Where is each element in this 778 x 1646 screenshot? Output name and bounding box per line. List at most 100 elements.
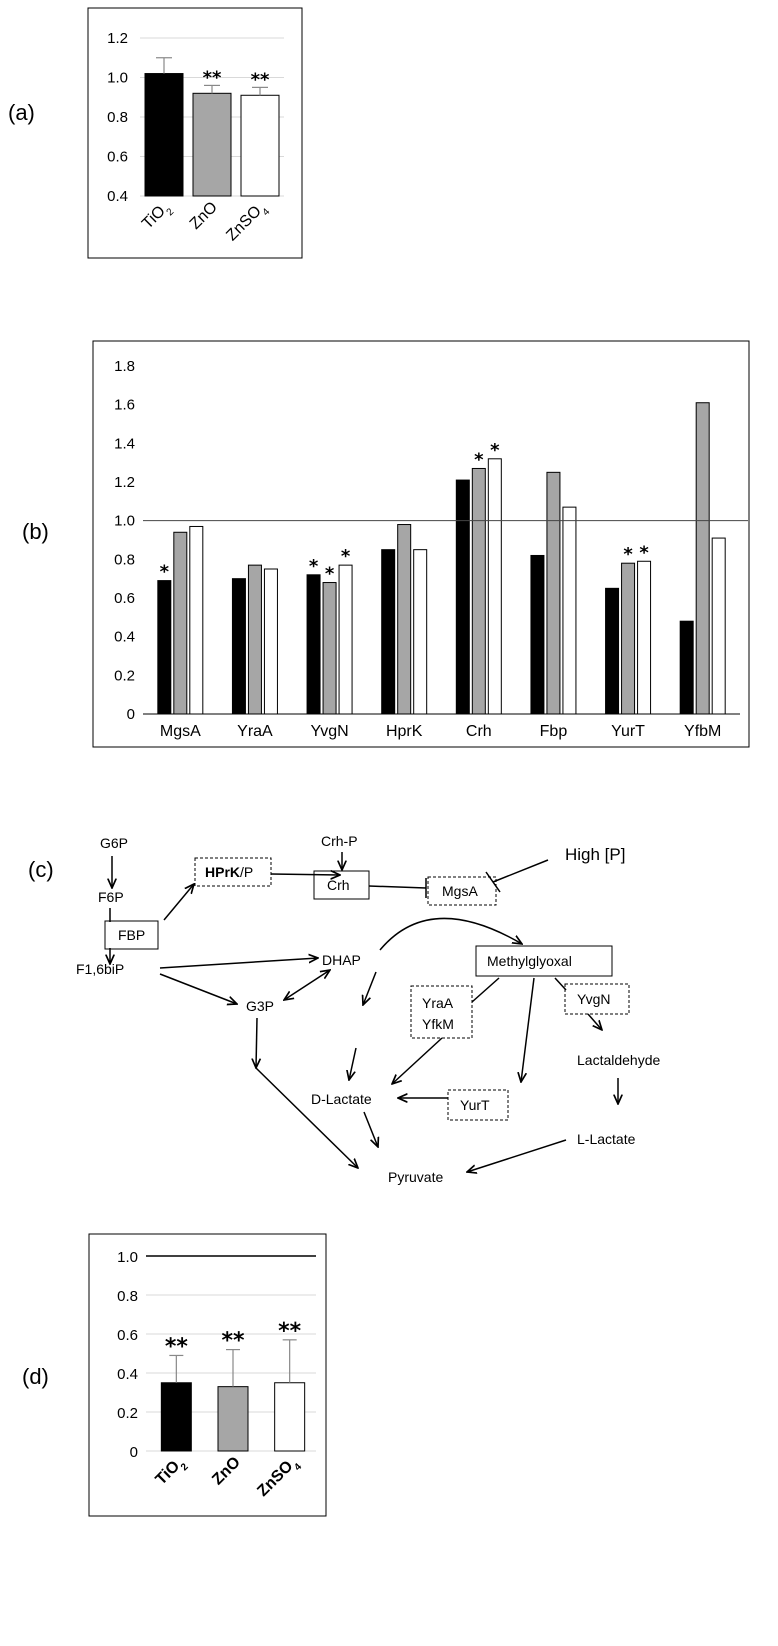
y-tick-label: 1.0 [114,513,135,530]
arrow-g3p-down [256,1017,257,1068]
node-hprk-rest: /P [240,864,253,880]
significance-label: ** [278,1319,302,1344]
y-tick-label: 0.4 [107,188,128,205]
category-label: ZnSO4 [254,1453,304,1503]
node-hprk: HPrK/P [205,864,253,880]
arrow-g3p-dhap [284,970,330,1000]
node-g6p: G6P [100,835,128,851]
inhibit-highp-mgsa [492,859,549,883]
panel-label-d: (d) [22,1364,49,1389]
significance-label: ** [251,69,270,90]
inhibit-crh-mgsa [368,885,427,889]
chart-b-frame [92,340,750,748]
y-tick-label: 1.2 [107,30,128,47]
node-hprk-bold: HPrK [205,864,240,880]
significance-label: * [160,562,170,583]
node-d-lactate: D-Lactate [311,1091,372,1107]
y-tick-label: 0.4 [114,629,135,646]
category-label: YurT [611,723,645,740]
significance-label: * [639,542,649,563]
y-tick-label: 0.2 [117,1405,138,1422]
chart-a-frame [87,7,303,259]
arrow-dhap-methylglyoxal [379,917,522,951]
yurt-box [447,1089,509,1121]
y-tick-label: 0.6 [117,1327,138,1344]
node-l-lactate: L-Lactate [577,1131,636,1147]
node-yfkm: YfkM [422,1016,454,1032]
category-label: ZnO [209,1454,244,1489]
significance-label: * [341,546,351,567]
node-crh: Crh [327,877,350,893]
chart-b: 0 0.2 0.4 0.6 0.8 1.0 1.2 1.4 1.6 1.8 * * * * * * * * Mg… [92,340,750,748]
y-tick-label: 1.0 [107,70,128,87]
significance-label: * [325,564,335,585]
panel-label-a: (a) [8,100,35,125]
arrow-f16bip-g3p [159,973,237,1004]
panel-label-c: (c) [28,857,54,882]
inhibit-highp-mgsa-bar [485,871,501,893]
category-label: Crh [466,723,492,740]
arrow-l-lactate-pyruvate [467,1139,567,1172]
y-tick-label: 1.6 [114,397,135,414]
y-tick-label: 0.2 [114,667,135,684]
y-tick-label: 1.4 [114,435,135,452]
arrow-fbp-hprk [163,884,194,921]
arrow-d-lactate-pyruvate [363,1111,378,1147]
node-yraa: YraA [422,995,454,1011]
fbp-box [104,920,159,950]
hprk-box [194,857,272,887]
y-tick-label: 0 [127,706,135,723]
panel-label-b: (b) [22,519,49,544]
arrow-dhap-down [363,971,377,1005]
category-label: YfbM [684,723,721,740]
bar [240,94,280,197]
chart-a: 0.40.60.81.01.2 ** ** TiO2 ZnO ZnSO4 [87,7,303,259]
category-label: YraA [237,723,273,740]
y-tick-label: 0.8 [114,551,135,568]
yraa-yfkm-box [410,985,473,1039]
crh-box [313,870,370,900]
arrow-yvgn-lactaldehyde [587,1013,602,1030]
category-label: Fbp [540,723,568,740]
arrow-hprk-crh [270,874,340,875]
significance-label: * [490,440,500,461]
node-lactaldehyde: Lactaldehyde [577,1052,661,1068]
significance-label: * [623,544,633,565]
chart-d-frame [88,1233,327,1517]
node-dhap: DHAP [322,952,361,968]
bar [274,1382,306,1452]
y-tick-label: 0 [130,1444,138,1461]
node-high-p: High [P] [565,845,625,864]
bar [160,1382,192,1452]
y-tick-label: 0.4 [117,1366,138,1383]
node-f6p: F6P [98,889,124,905]
line-methylglyoxal-yvgn [554,977,567,991]
line-methylglyoxal-yraa [471,977,500,1003]
yvgn-box [564,983,630,1015]
category-label: YvgN [310,723,348,740]
y-tick-label: 1.8 [114,358,135,375]
arrow-g3p-pyruvate [255,1067,358,1168]
significance-label: * [474,449,484,470]
significance-label: ** [221,1329,245,1354]
y-tick-label: 0.8 [117,1288,138,1305]
node-pyruvate: Pyruvate [388,1169,443,1185]
y-tick-label: 1.2 [114,474,135,491]
y-tick-label: 0.8 [107,109,128,126]
arrow-yraa-d-lactate [392,1037,443,1084]
category-label: HprK [386,723,423,740]
node-fbp: FBP [118,927,145,943]
node-yvgn: YvgN [577,991,610,1007]
category-label: TiO2 [153,1453,191,1491]
arrow-to-d-lactate [349,1047,357,1080]
methylglyoxal-box [475,945,613,977]
bar [192,92,232,197]
node-yurt: YurT [460,1097,490,1113]
node-methylglyoxal: Methylglyoxal [487,953,572,969]
node-mgsa: MgsA [442,883,478,899]
y-tick-label: 1.0 [117,1249,138,1266]
category-label: MgsA [160,723,201,740]
y-tick-label: 0.6 [107,149,128,166]
